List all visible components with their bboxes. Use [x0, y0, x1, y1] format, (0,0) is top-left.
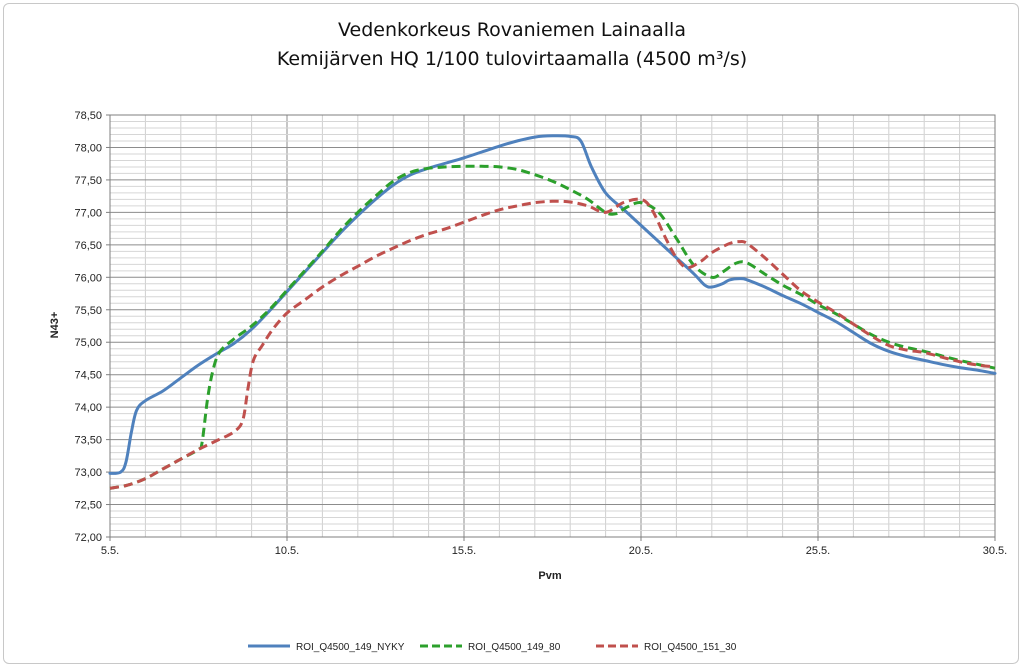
y-axis-label: N43+	[49, 312, 61, 339]
y-tick-label: 75,00	[74, 337, 102, 349]
y-tick-label: 72,50	[74, 500, 102, 512]
plot-area-border	[109, 114, 996, 538]
legend-label-3: ROI_Q4500_151_30	[644, 642, 737, 653]
legend: ROI_Q4500_149_NYKY ROI_Q4500_149_80 ROI_Q4…	[248, 642, 737, 653]
y-tick-label: 78,00	[74, 142, 102, 154]
chart-title-line1: Vedenkorkeus Rovaniemen Lainaalla	[338, 19, 686, 41]
axes: 72,00 72,50 73,00 73,50 74,00 74,50 75,00 75,50…	[74, 110, 1007, 557]
x-tick-label: 5.5.	[101, 545, 119, 557]
y-tick-label: 73,00	[74, 467, 102, 479]
legend-label-2: ROI_Q4500_149_80	[468, 642, 561, 653]
y-tick-label: 78,50	[74, 110, 102, 122]
x-tick-label: 30.5.	[983, 545, 1007, 557]
x-tick-label: 25.5.	[806, 545, 830, 557]
series-line-1	[108, 134, 997, 475]
x-axis-label: Pvm	[538, 570, 561, 582]
y-tick-label: 76,50	[74, 240, 102, 252]
y-tick-label: 77,50	[74, 175, 102, 187]
series-line-3	[109, 197, 996, 490]
y-tick-label: 72,00	[74, 532, 102, 544]
y-tick-label: 76,00	[74, 272, 102, 284]
chart-title-line2: Kemijärven HQ 1/100 tulovirtaamalla (450…	[276, 48, 748, 70]
y-tick-label: 74,50	[74, 370, 102, 382]
series-lines	[108, 134, 997, 490]
y-tick-label: 74,00	[74, 402, 102, 414]
grid	[109, 114, 996, 538]
legend-label-1: ROI_Q4500_149_NYKY	[296, 642, 405, 653]
x-tick-label: 10.5.	[275, 545, 299, 557]
y-tick-label: 75,50	[74, 305, 102, 317]
x-tick-label: 20.5.	[629, 545, 653, 557]
series-line-2	[109, 164, 996, 490]
x-tick-label: 15.5.	[452, 545, 476, 557]
y-tick-label: 77,00	[74, 207, 102, 219]
chart-frame	[3, 3, 1019, 664]
y-tick-label: 73,50	[74, 435, 102, 447]
